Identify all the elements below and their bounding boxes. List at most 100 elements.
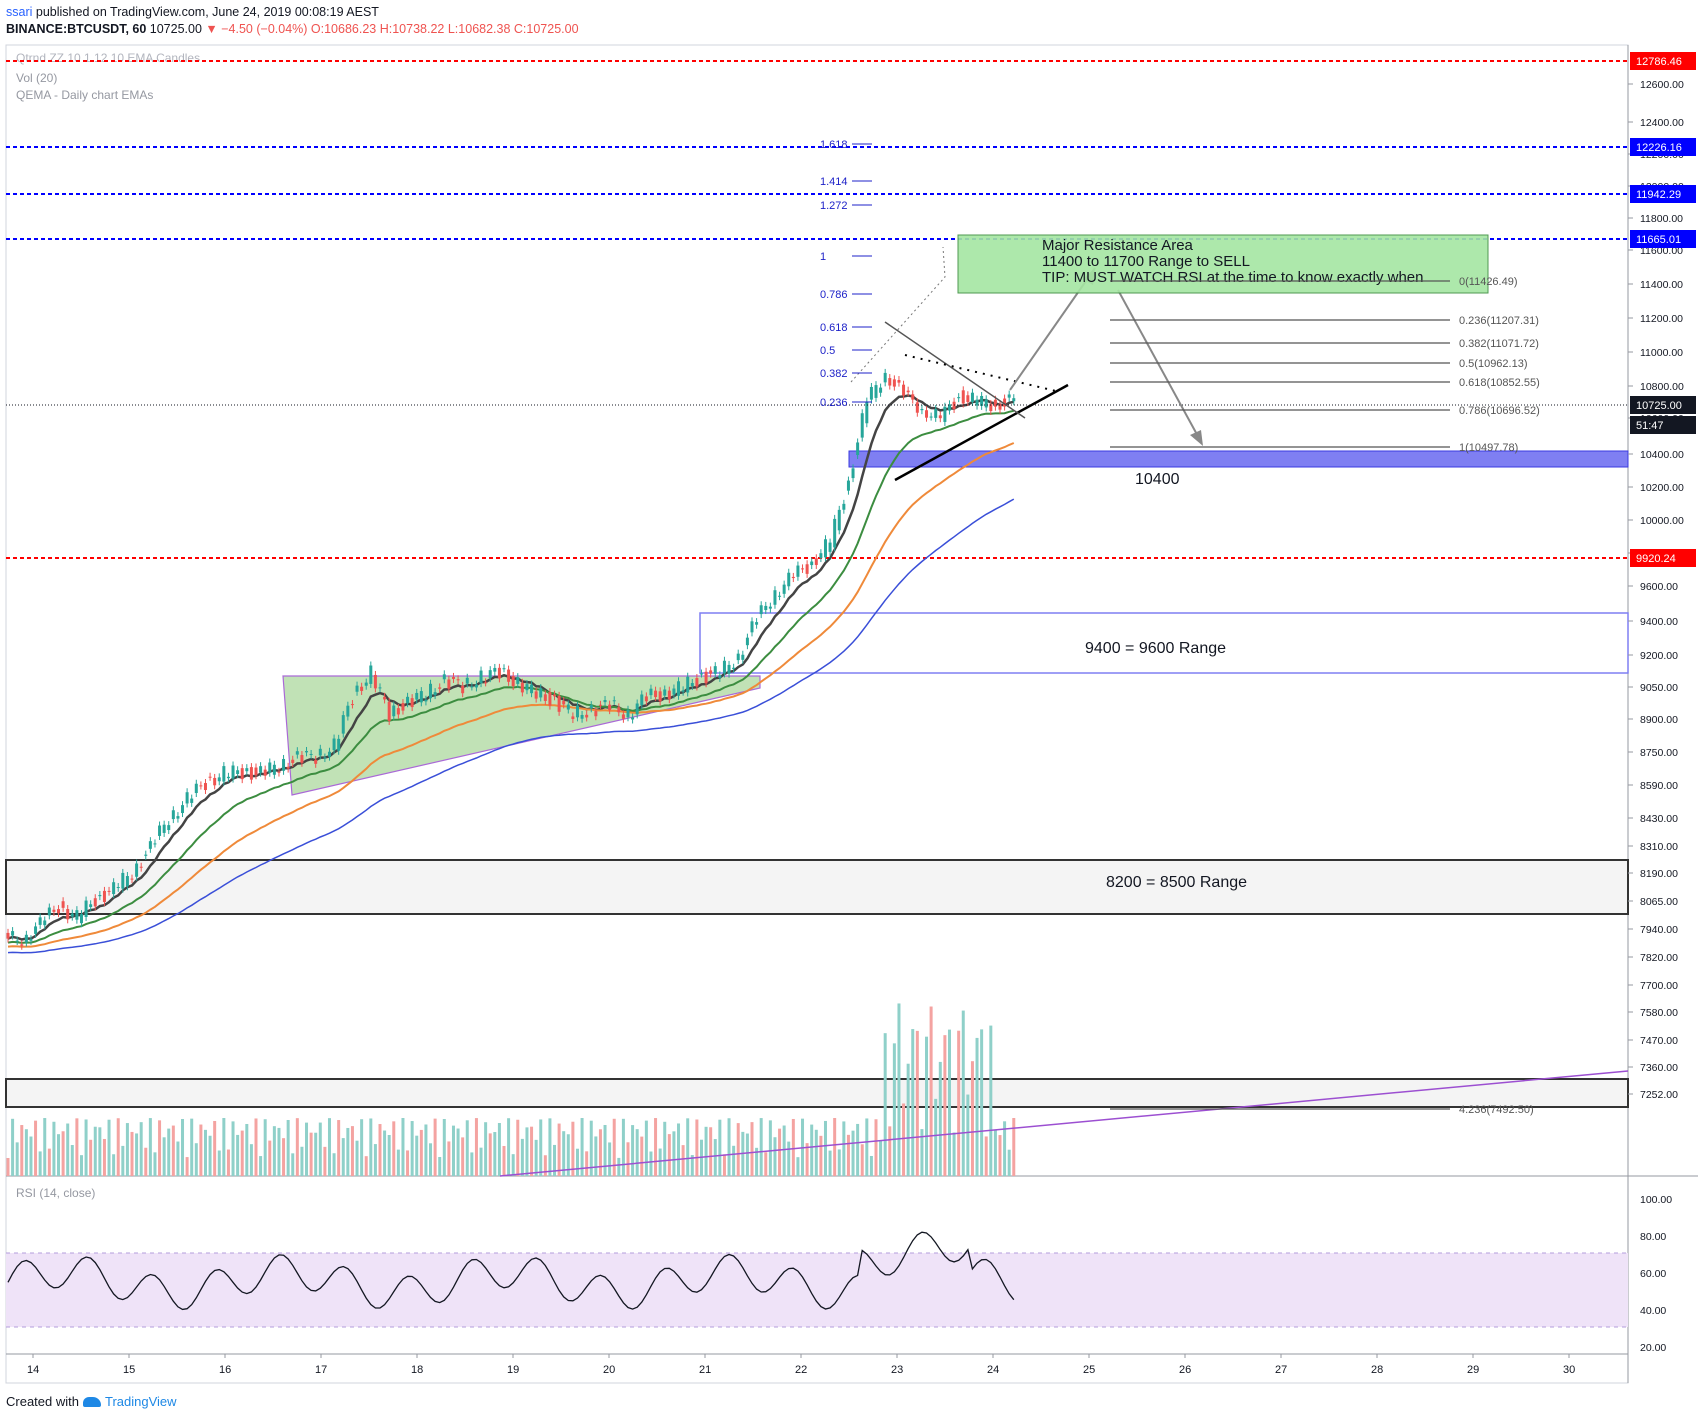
volume-bar: [823, 1120, 827, 1176]
volume-bar: [199, 1124, 203, 1176]
candle-body: [860, 413, 864, 438]
volume-bar: [502, 1145, 506, 1176]
candle-body: [295, 751, 299, 755]
descending-resistance-line[interactable]: [884, 321, 1026, 419]
candle-body: [79, 914, 83, 924]
volume-bar: [892, 1043, 896, 1176]
candle-body: [925, 410, 929, 418]
candle-body: [934, 409, 938, 418]
candle-body: [98, 895, 102, 897]
volume-bar: [947, 1029, 951, 1176]
volume-bar: [957, 1030, 961, 1176]
author-link[interactable]: ssari: [6, 5, 33, 19]
candle-body: [497, 667, 501, 679]
candle-body: [635, 703, 639, 715]
candle-body: [346, 705, 350, 717]
fib-extension-pivots[interactable]: [850, 246, 946, 383]
volume-bar: [20, 1125, 24, 1176]
tick-label: 16: [219, 1364, 231, 1376]
volume-bar: [176, 1141, 180, 1176]
volume-bar: [594, 1136, 598, 1176]
trendline-purple[interactable]: [499, 1070, 1629, 1177]
last-price: 10725.00: [149, 22, 202, 36]
projection-down-arrow[interactable]: [1117, 289, 1201, 441]
volume-bar: [1007, 1149, 1011, 1176]
candle-body: [608, 704, 612, 711]
candle-body: [888, 378, 892, 386]
price-chart[interactable]: Qtrnd ZZ 10 1 12 10 EMA Candles Vol (20)…: [0, 0, 1698, 1390]
volume-bar: [617, 1157, 621, 1176]
accumulation-triangle[interactable]: [282, 675, 761, 796]
candle-body: [34, 926, 38, 934]
candle-body: [869, 386, 873, 400]
range-low-box[interactable]: [5, 1078, 1629, 1108]
candle-body: [181, 805, 185, 814]
volume-bar: [865, 1118, 869, 1176]
candle-body: [199, 785, 203, 787]
tick-label: 8190.00: [1640, 868, 1678, 880]
volume-bar: [286, 1120, 290, 1176]
price-tag-box: [1630, 230, 1696, 248]
tradingview-brand[interactable]: TradingView: [104, 1394, 177, 1409]
volume-bar: [130, 1131, 134, 1176]
volume-bar: [337, 1120, 341, 1176]
candle-body: [305, 750, 309, 753]
tick-label: 7820.00: [1640, 952, 1678, 964]
candle-body: [433, 692, 437, 696]
volume-bar: [456, 1128, 460, 1176]
volume-bar: [84, 1119, 88, 1176]
candle-body: [732, 667, 736, 670]
volume-bar: [11, 1118, 15, 1176]
volume-bar: [869, 1155, 873, 1176]
volume-bar: [842, 1121, 846, 1176]
price-tag-box: [1630, 396, 1696, 414]
publish-line: ssari published on TradingView.com, June…: [6, 4, 579, 21]
resistance-area-box[interactable]: [957, 234, 1489, 294]
candle-body: [337, 738, 341, 751]
close-value: C:10725.00: [513, 22, 579, 36]
candle-body: [511, 675, 515, 687]
candle-body: [768, 606, 772, 609]
candle-body: [562, 701, 566, 705]
candle-body: [158, 825, 162, 836]
volume-bar: [70, 1145, 74, 1176]
candle-body: [451, 676, 455, 679]
volume-bar: [621, 1118, 625, 1176]
candle-body: [575, 705, 579, 718]
volume-bar: [736, 1123, 740, 1176]
candle-body: [226, 776, 230, 779]
volume-bar: [695, 1119, 699, 1176]
symbol-label[interactable]: BINANCE:BTCUSDT, 60: [6, 22, 147, 36]
volume-bar: [144, 1147, 148, 1176]
candle-body: [980, 395, 984, 406]
dotted-triangle-line[interactable]: [904, 354, 1061, 393]
volume-bar: [810, 1124, 814, 1176]
tick-label: 7700.00: [1640, 980, 1678, 992]
volume-bar: [1003, 1121, 1007, 1176]
candle-body: [484, 682, 488, 684]
range-8200-8500-box[interactable]: [5, 859, 1629, 915]
candle-body: [135, 863, 139, 877]
candle-body: [217, 777, 221, 782]
price-tag-box: [1630, 416, 1696, 434]
range-9400-9600-box[interactable]: [699, 612, 1629, 674]
candle-body: [1012, 398, 1016, 402]
tick-label: 60.00: [1640, 1268, 1666, 1280]
candle-body: [116, 887, 120, 889]
candle-body: [594, 711, 598, 717]
ascending-support-line[interactable]: [894, 383, 1069, 482]
ema-line: [7, 442, 1015, 948]
low-value: L:10682.38: [447, 22, 511, 36]
candle-body: [612, 700, 616, 702]
support-10400-box[interactable]: [848, 450, 1629, 468]
tick-label: 24: [987, 1364, 999, 1376]
candle-body: [810, 561, 814, 566]
volume-bar: [332, 1153, 336, 1176]
volume-bar: [530, 1126, 534, 1176]
volume-bar: [15, 1142, 19, 1176]
volume-bar: [309, 1132, 313, 1176]
tick-label: 1(10497.78): [1459, 442, 1518, 454]
volume-bar: [911, 1029, 915, 1176]
volume-bar: [24, 1129, 28, 1176]
volume-bar: [43, 1118, 47, 1176]
